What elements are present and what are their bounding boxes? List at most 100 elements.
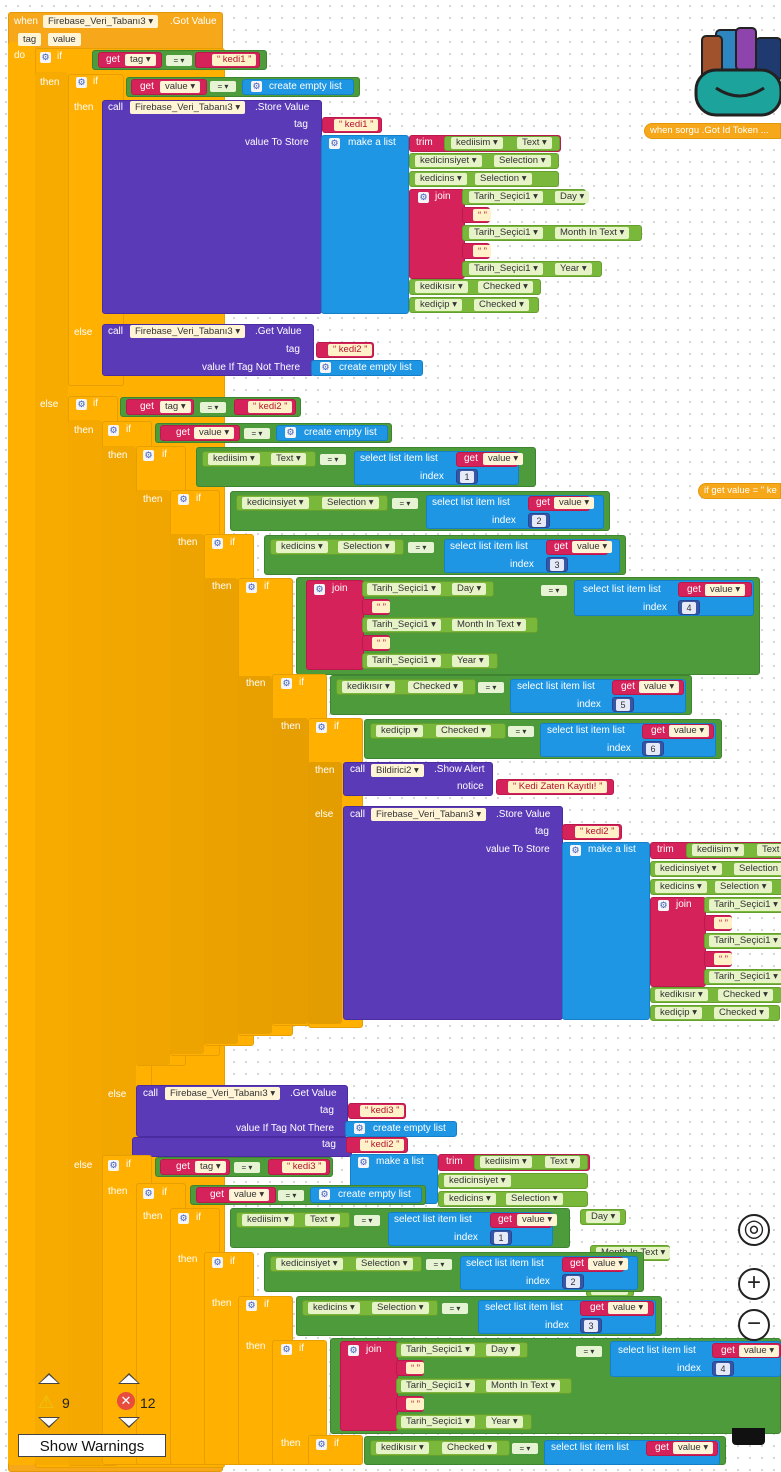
component-dropdown[interactable]: kediçip ▾	[655, 1007, 702, 1019]
property-dropdown[interactable]: Selection ▾	[356, 1258, 413, 1270]
number-value[interactable]: 3	[584, 1320, 598, 1332]
event-component-dropdown[interactable]: Firebase_Veri_Tabanı3 ▾	[43, 15, 159, 28]
gear-icon[interactable]: ⚙	[358, 1157, 369, 1168]
property-dropdown[interactable]: Text ▾	[305, 1214, 340, 1226]
property-dropdown[interactable]: Year ▾	[452, 655, 489, 667]
component-dropdown[interactable]: kediisim ▾	[480, 1156, 532, 1168]
property-dropdown[interactable]: Text ▾	[517, 137, 552, 149]
component-dropdown[interactable]: Tarih_Seçici1 ▾	[709, 935, 781, 947]
component-dropdown[interactable]: Tarih_Seçici1 ▾	[367, 655, 441, 667]
property-dropdown[interactable]: Day ▾	[486, 1344, 521, 1356]
component-dropdown[interactable]: kedicinsiyet ▾	[415, 155, 482, 167]
component-dropdown[interactable]: kedicinsiyet ▾	[242, 497, 309, 509]
component-dropdown[interactable]: kediçip ▾	[376, 725, 423, 737]
property-dropdown[interactable]: Text ▾	[757, 844, 781, 856]
store-value-fragment[interactable]	[132, 1137, 352, 1157]
property-dropdown[interactable]: Checked ▾	[442, 1442, 497, 1454]
list-block[interactable]	[311, 360, 423, 376]
number-value[interactable]: 2	[566, 1276, 580, 1288]
var-dropdown[interactable]: tag ▾	[195, 1161, 226, 1173]
string-literal[interactable]: “ kedi3 ”	[360, 1105, 405, 1117]
number-value[interactable]: 4	[716, 1363, 730, 1375]
var-dropdown[interactable]: value ▾	[705, 584, 746, 596]
gear-icon[interactable]: ⚙	[354, 1123, 365, 1134]
component-dropdown[interactable]: kedicinsiyet ▾	[444, 1175, 511, 1187]
list-block[interactable]	[276, 425, 388, 441]
string-literal[interactable]: “ kedi2 ”	[360, 1139, 405, 1151]
component-dropdown[interactable]: Tarih_Seçici1 ▾	[401, 1344, 475, 1356]
operator-dropdown[interactable]: = ▾	[576, 1346, 602, 1357]
string-literal[interactable]: “ ”	[406, 1398, 424, 1410]
number-value[interactable]: 4	[682, 602, 696, 614]
gear-icon[interactable]: ⚙	[212, 538, 223, 549]
property-dropdown[interactable]: Day ▾	[555, 191, 590, 203]
component-dropdown[interactable]: Firebase_Veri_Tabanı3 ▾	[130, 325, 246, 338]
string-literal[interactable]: “ kedi1 ”	[334, 119, 379, 131]
string-literal[interactable]: “ kedi1 ”	[212, 54, 257, 66]
component-dropdown[interactable]: kedikısır ▾	[655, 989, 708, 1001]
var-dropdown[interactable]: value ▾	[588, 1258, 629, 1270]
show-warnings-button[interactable]: Show Warnings	[18, 1434, 166, 1457]
component-dropdown[interactable]: kedicinsiyet ▾	[276, 1258, 343, 1270]
zoom-out-icon[interactable]: −	[738, 1309, 770, 1341]
var-dropdown[interactable]: tag ▾	[160, 401, 191, 413]
gear-icon[interactable]: ⚙	[40, 52, 51, 63]
var-dropdown[interactable]: value ▾	[229, 1189, 270, 1201]
property-dropdown[interactable]: Checked ▾	[436, 725, 491, 737]
gear-icon[interactable]: ⚙	[143, 450, 154, 461]
operator-dropdown[interactable]: = ▾	[541, 585, 567, 596]
gear-icon[interactable]: ⚙	[316, 1439, 327, 1450]
gear-icon[interactable]: ⚙	[108, 1160, 119, 1171]
gear-icon[interactable]: ⚙	[329, 138, 340, 149]
property-dropdown[interactable]: Checked ▾	[478, 281, 533, 293]
operator-dropdown[interactable]: = ▾	[426, 1259, 452, 1270]
component-dropdown[interactable]: Tarih_Seçici1 ▾	[401, 1416, 475, 1428]
operator-dropdown[interactable]: = ▾	[354, 1215, 380, 1226]
gear-icon[interactable]: ⚙	[658, 900, 669, 911]
component-dropdown[interactable]: kediisim ▾	[242, 1214, 294, 1226]
component-dropdown[interactable]: kediisim ▾	[692, 844, 744, 856]
operator-dropdown[interactable]: = ▾	[508, 726, 534, 737]
component-dropdown[interactable]: Tarih_Seçici1 ▾	[367, 583, 441, 595]
component-dropdown[interactable]: kedicins ▾	[308, 1302, 360, 1314]
operator-dropdown[interactable]: = ▾	[408, 542, 434, 553]
param-value[interactable]: value	[48, 33, 81, 46]
var-dropdown[interactable]: value ▾	[572, 541, 613, 553]
property-dropdown[interactable]: Selection ▾	[506, 1193, 563, 1205]
component-dropdown[interactable]: kediisim ▾	[208, 453, 260, 465]
gear-icon[interactable]: ⚙	[108, 425, 119, 436]
property-dropdown[interactable]: Selection ▾	[494, 155, 551, 167]
var-dropdown[interactable]: value ▾	[554, 497, 595, 509]
gear-icon[interactable]: ⚙	[76, 399, 87, 410]
component-dropdown[interactable]: Firebase_Veri_Tabanı3 ▾	[165, 1087, 281, 1100]
operator-dropdown[interactable]: = ▾	[320, 454, 346, 465]
property-dropdown[interactable]: Year ▾	[486, 1416, 523, 1428]
component-dropdown[interactable]: Firebase_Veri_Tabanı3 ▾	[130, 101, 246, 114]
string-literal[interactable]: “ Kedi Zaten Kayıtlı! ”	[508, 781, 608, 793]
component-dropdown[interactable]: Tarih_Seçici1 ▾	[469, 227, 543, 239]
recenter-icon[interactable]: ◎	[738, 1214, 770, 1246]
component-dropdown[interactable]: kediisim ▾	[451, 137, 503, 149]
operator-dropdown[interactable]: = ▾	[392, 498, 418, 509]
gear-icon[interactable]: ⚙	[251, 81, 262, 92]
operator-dropdown[interactable]: = ▾	[512, 1443, 538, 1454]
property-dropdown[interactable]: Month In Text ▾	[486, 1380, 561, 1392]
store-value-block[interactable]	[343, 806, 563, 1020]
property-dropdown[interactable]: Month In Text ▾	[555, 227, 630, 239]
errors-next-icon[interactable]	[118, 1417, 140, 1428]
property-dropdown[interactable]: Day ▾	[586, 1211, 621, 1223]
gear-icon[interactable]: ⚙	[246, 1300, 257, 1311]
string-literal[interactable]: “ ”	[372, 637, 390, 649]
var-dropdown[interactable]: tag ▾	[125, 54, 156, 66]
operator-dropdown[interactable]: = ▾	[200, 402, 226, 413]
property-dropdown[interactable]: Checked ▾	[474, 299, 529, 311]
string-literal[interactable]: “ ”	[714, 953, 732, 965]
property-dropdown[interactable]: Selection ▾	[338, 541, 395, 553]
component-dropdown[interactable]: Tarih_Seçici1 ▾	[401, 1380, 475, 1392]
component-dropdown[interactable]: kedikısır ▾	[415, 281, 468, 293]
string-literal[interactable]: “ kedi2 ”	[328, 344, 373, 356]
number-value[interactable]: 1	[494, 1232, 508, 1244]
string-literal[interactable]: “ ”	[714, 917, 732, 929]
list-block[interactable]	[345, 1121, 457, 1137]
errors-prev-icon[interactable]	[118, 1373, 140, 1384]
